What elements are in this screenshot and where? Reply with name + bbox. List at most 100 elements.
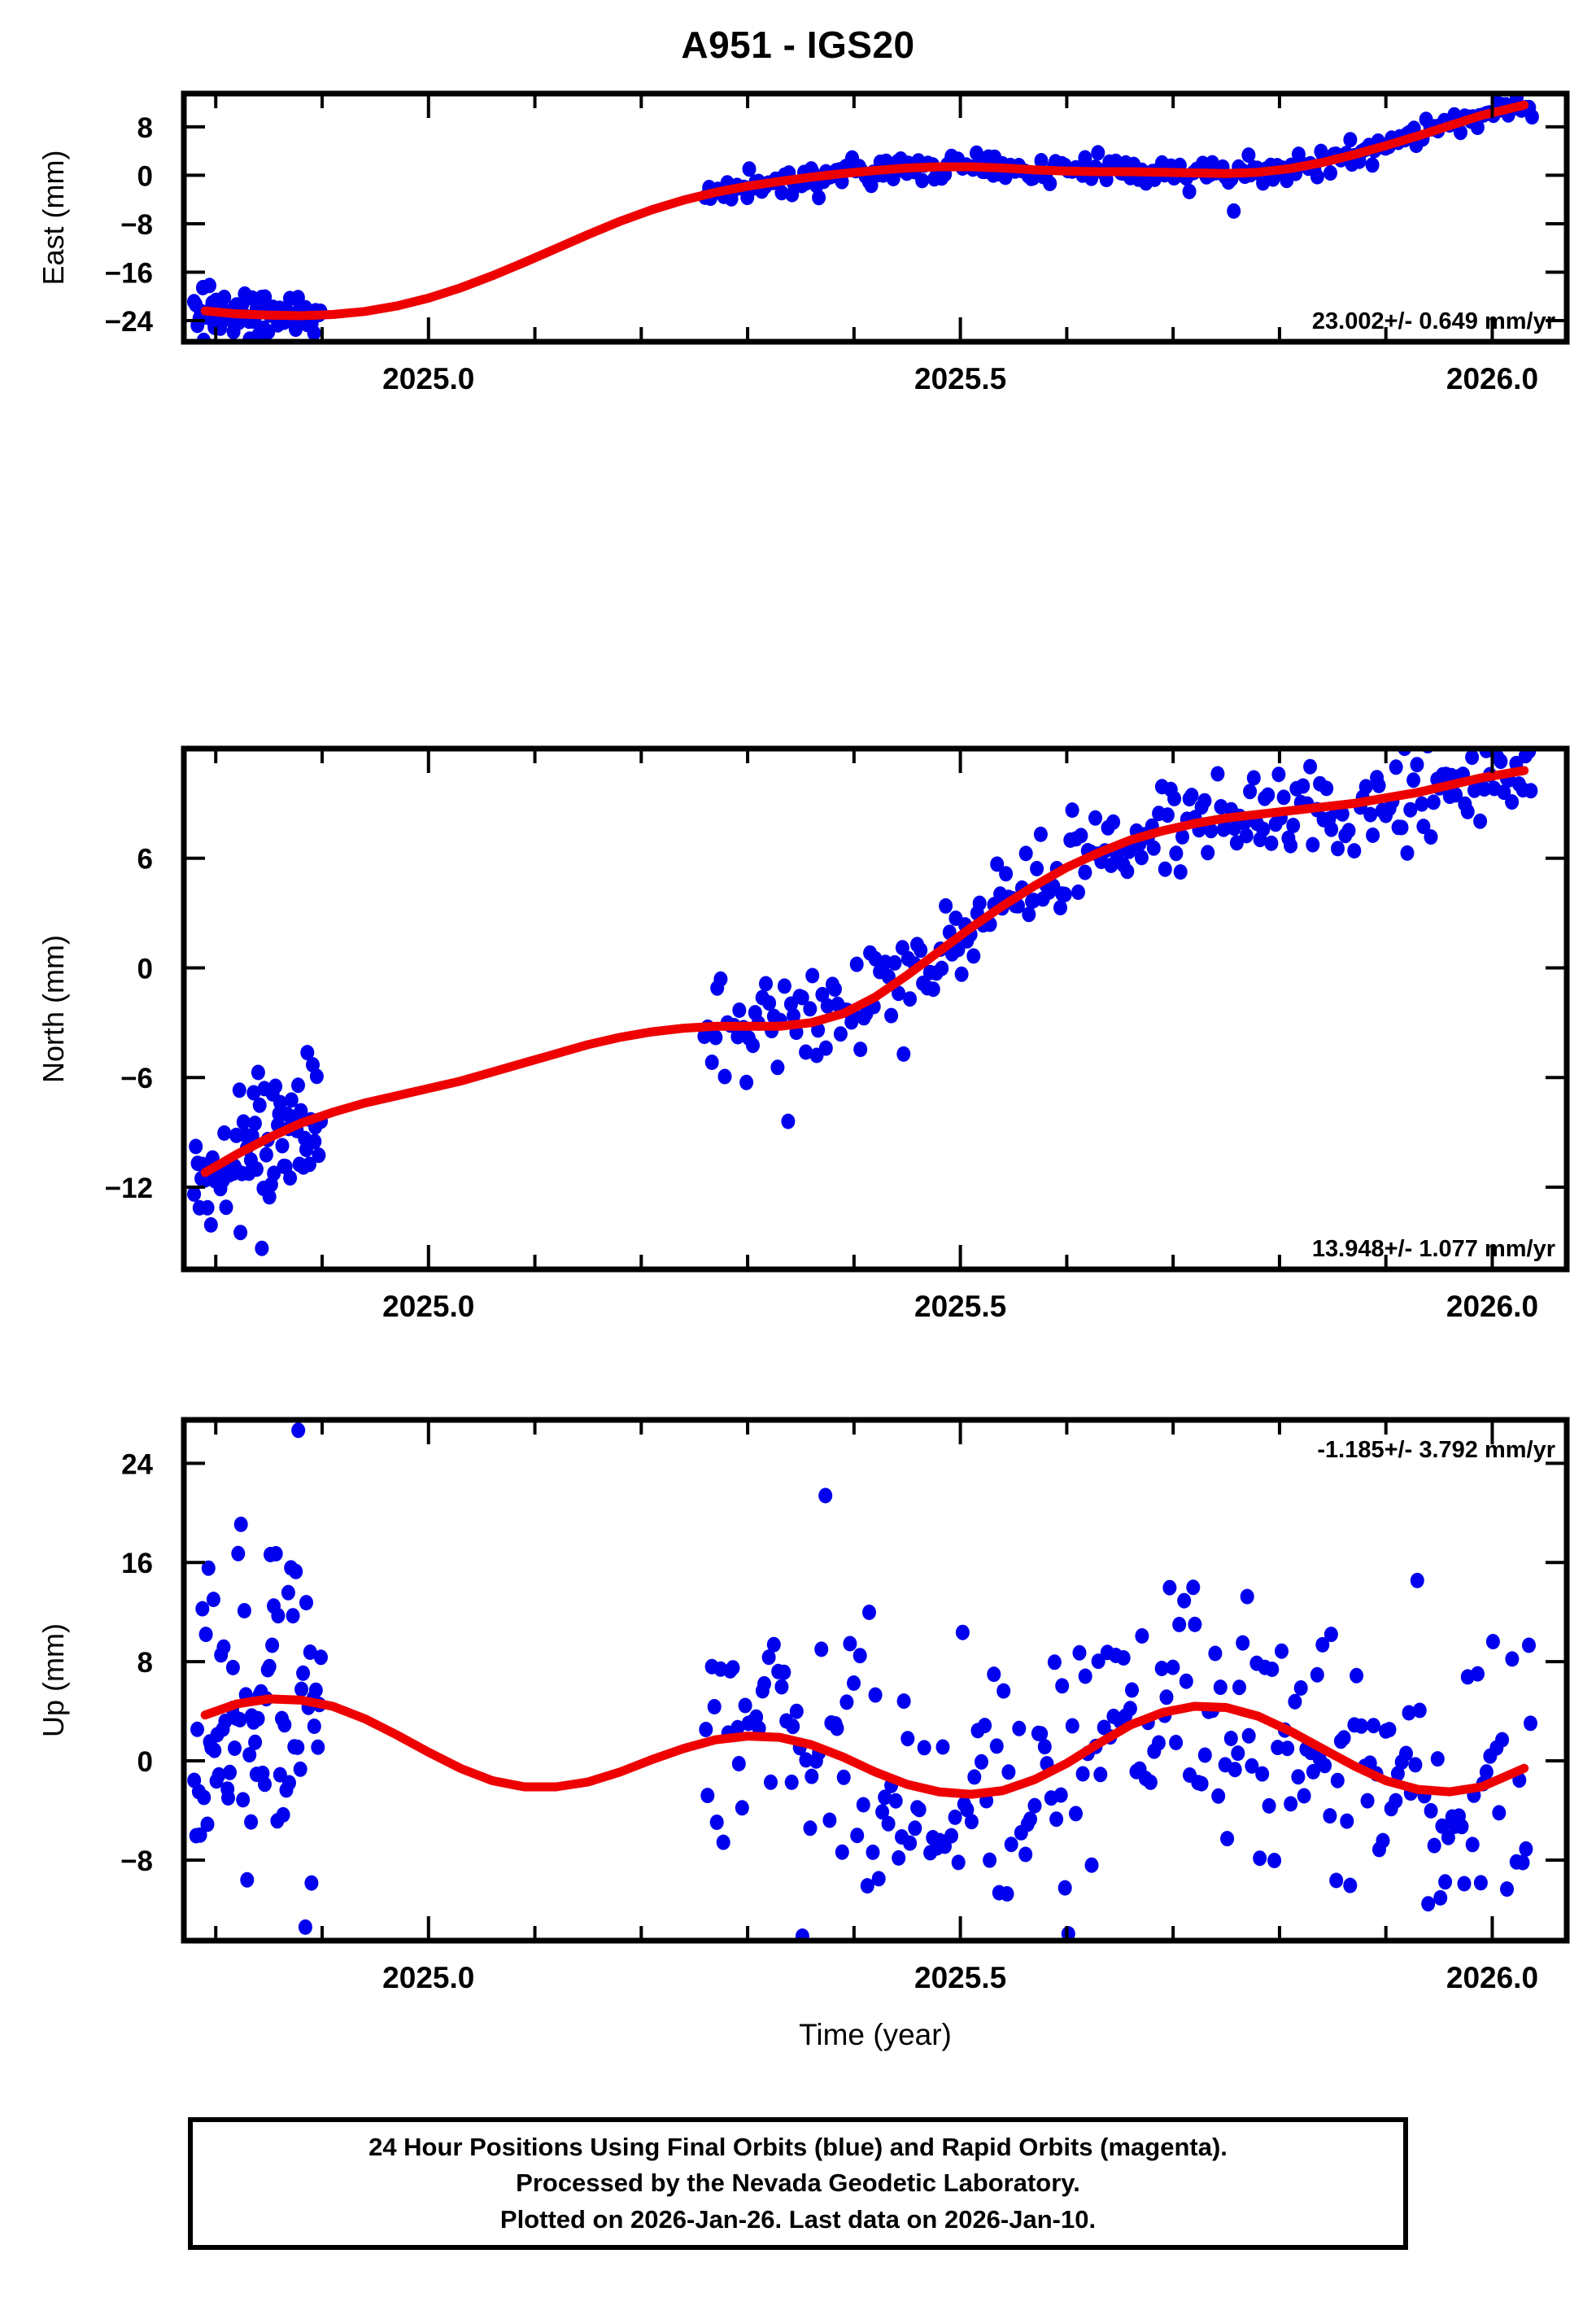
data-point: [1366, 828, 1380, 843]
plot-area-north: [187, 749, 1538, 1256]
data-point: [989, 1738, 1004, 1754]
data-point: [1500, 1881, 1514, 1898]
data-point: [296, 1665, 311, 1681]
data-point: [1057, 1880, 1072, 1896]
data-point: [1319, 780, 1334, 797]
data-point: [221, 1790, 235, 1806]
data-point: [1004, 1837, 1018, 1853]
y-tick-label: −8: [120, 209, 153, 241]
data-point: [1291, 1769, 1306, 1785]
data-point: [966, 948, 981, 964]
data-point: [1208, 1645, 1223, 1662]
data-point: [1473, 813, 1488, 829]
data-point: [1264, 835, 1279, 851]
data-point: [277, 1717, 292, 1733]
data-point: [1160, 807, 1175, 823]
data-point: [240, 1871, 255, 1888]
data-point: [862, 1605, 876, 1620]
data-point: [1394, 819, 1409, 836]
y-axis-title-east: East (mm): [37, 151, 70, 286]
data-point: [1410, 757, 1424, 773]
data-point: [835, 1844, 849, 1860]
data-point: [1169, 845, 1184, 862]
data-point: [1354, 1718, 1368, 1734]
data-point: [1363, 806, 1378, 823]
data-point: [1071, 884, 1085, 900]
data-point: [1495, 1732, 1510, 1748]
data-point: [1175, 828, 1189, 845]
data-point: [875, 1804, 890, 1820]
data-point: [1524, 109, 1539, 125]
data-point: [713, 971, 728, 987]
data-point: [293, 1761, 307, 1777]
data-point: [1403, 801, 1418, 818]
data-point: [1162, 1579, 1177, 1596]
data-point: [1261, 787, 1275, 803]
data-point: [252, 1097, 267, 1113]
data-point: [1078, 1668, 1092, 1684]
data-point: [1310, 168, 1324, 185]
chart-north: 6 0 −6 −12 2025.0 2025.5 2026.0 North (mm) 13.94…: [37, 745, 1570, 1323]
data-point: [903, 1835, 918, 1851]
x-tick-label: 2025.5: [914, 1290, 1006, 1323]
data-point: [864, 177, 879, 194]
x-tick-label: 2025.0: [382, 1290, 474, 1323]
data-point: [833, 1026, 848, 1042]
data-point: [1262, 1797, 1276, 1814]
data-point: [309, 1068, 324, 1085]
fit-curve-up: [200, 1694, 1529, 1799]
data-point: [1184, 788, 1199, 804]
data-point: [1143, 1774, 1158, 1790]
panel-up: 24 16 8 0 −8 2025.0 2025.5 2026.0 Up (mm) -1.185+…: [0, 1375, 1596, 2079]
data-point: [206, 1592, 220, 1608]
data-point: [843, 1636, 857, 1652]
data-point: [1241, 1727, 1256, 1744]
data-point: [1367, 1718, 1380, 1734]
y-tick-label: 24: [121, 1448, 153, 1480]
data-point: [935, 960, 949, 976]
data-point: [1376, 1832, 1390, 1849]
data-point: [1167, 791, 1182, 806]
data-point: [912, 1802, 927, 1818]
data-point: [1340, 1813, 1354, 1829]
data-point: [198, 1627, 213, 1643]
data-point: [757, 1675, 771, 1692]
data-point: [307, 1719, 321, 1734]
data-point: [1318, 1758, 1332, 1774]
data-point: [1188, 1616, 1202, 1632]
data-point: [1505, 1651, 1520, 1667]
data-point: [822, 1812, 837, 1828]
data-point: [1186, 1579, 1201, 1596]
data-point: [699, 1722, 713, 1737]
data-point: [1088, 810, 1102, 826]
data-point: [1084, 1857, 1099, 1873]
footer-caption-box: 24 Hour Positions Using Final Orbits (bl…: [188, 2117, 1408, 2250]
data-point: [300, 1045, 315, 1061]
data-point: [774, 1679, 789, 1695]
data-point: [211, 1767, 226, 1783]
data-point: [1256, 821, 1271, 837]
x-axis-north: 2025.0 2025.5 2026.0: [214, 749, 1538, 1323]
data-point: [1034, 153, 1049, 168]
data-point: [900, 1731, 915, 1747]
data-point: [1341, 823, 1356, 839]
data-point: [237, 1603, 251, 1618]
data-point: [1065, 802, 1079, 819]
data-point: [764, 1774, 778, 1790]
data-point: [312, 1147, 326, 1164]
data-point: [1470, 120, 1485, 135]
data-point: [1457, 1876, 1472, 1892]
data-point: [1524, 1715, 1537, 1732]
data-point: [777, 1664, 791, 1680]
data-point: [735, 1800, 749, 1816]
data-point: [1473, 1875, 1488, 1891]
data-point: [1337, 1730, 1351, 1746]
data-point: [978, 1718, 992, 1734]
panel-north: 6 0 −6 −12 2025.0 2025.5 2026.0 North (mm) 13.94…: [0, 704, 1596, 1359]
data-point: [1012, 1720, 1027, 1736]
data-point: [827, 981, 842, 998]
plot-area-east: [187, 94, 1539, 342]
data-point: [1408, 1757, 1423, 1773]
data-point: [726, 1660, 740, 1676]
data-point: [233, 1516, 248, 1532]
